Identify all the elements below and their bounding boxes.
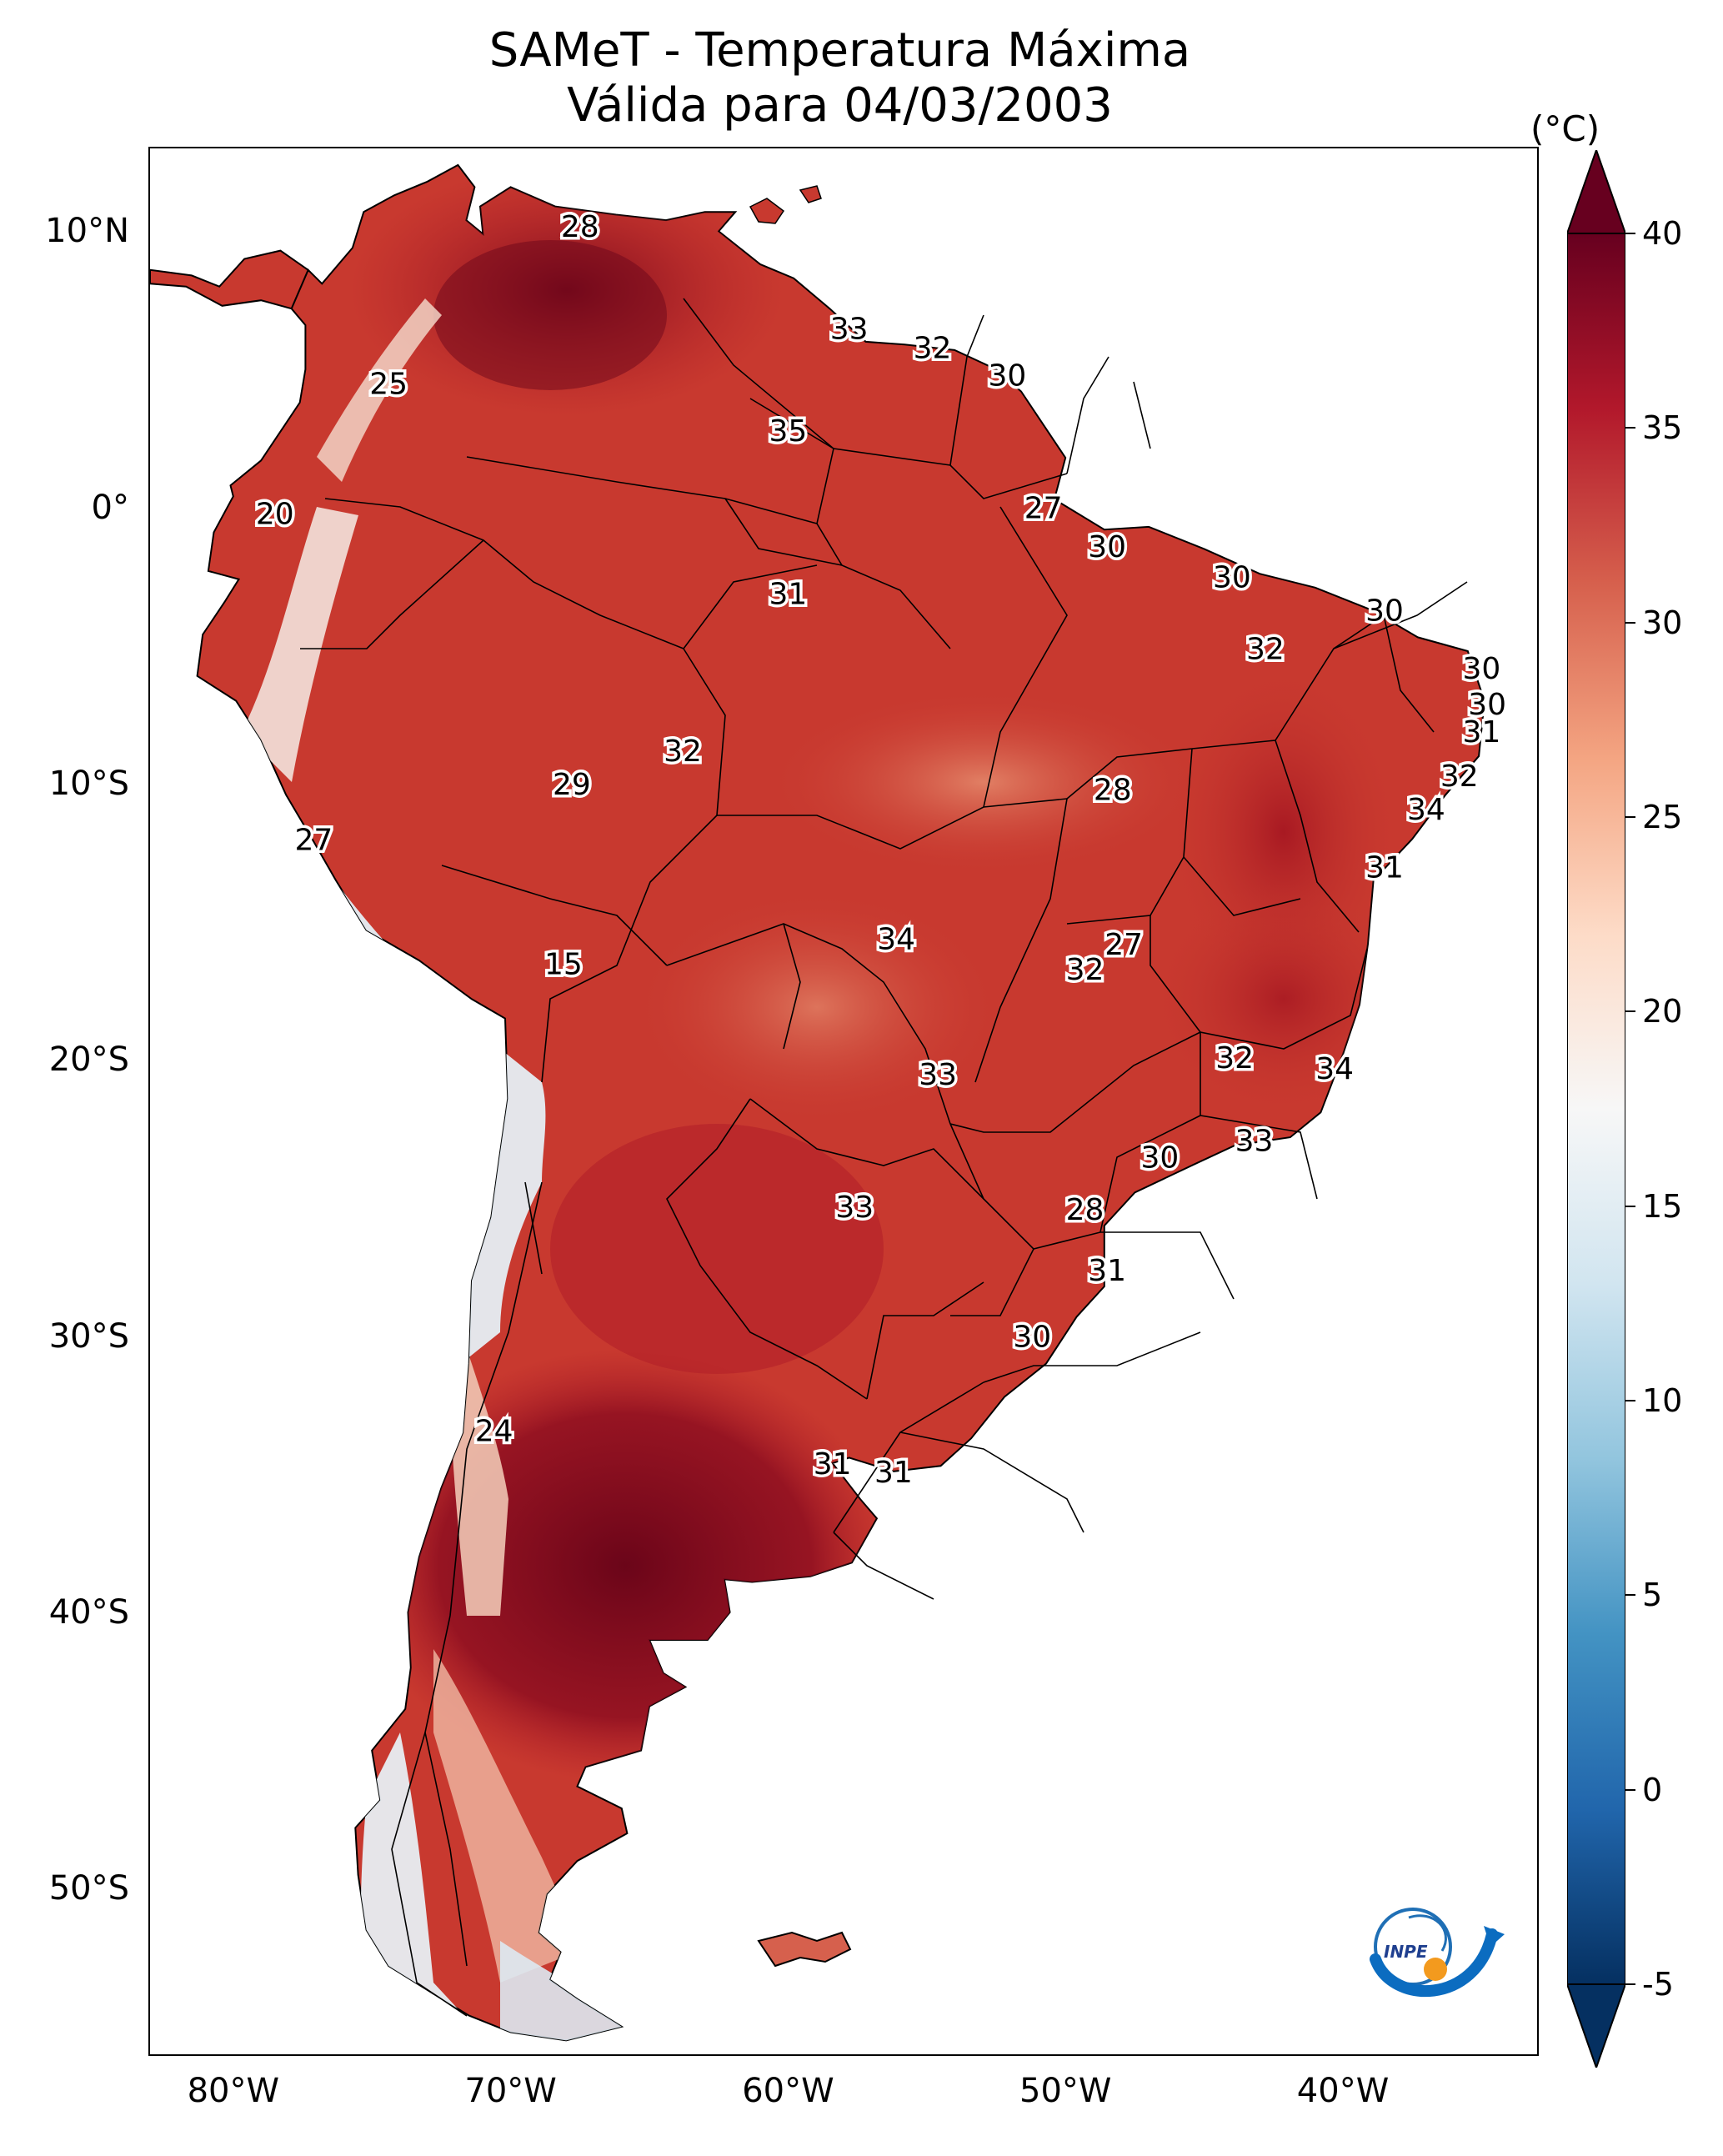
city-value-label: 33 xyxy=(1235,1124,1274,1158)
title-line-2: Válida para 04/03/2003 xyxy=(567,78,1113,133)
longitude-tick-label: 60°W xyxy=(742,2072,834,2110)
city-value-label: 30 xyxy=(1213,561,1251,595)
latitude-tick-label: 10°N xyxy=(45,212,129,251)
latitude-tick-label: 40°S xyxy=(48,1592,129,1632)
colorbar-tick-mark xyxy=(1625,1983,1635,1985)
colorbar-tick-label: 25 xyxy=(1642,799,1683,835)
latitude-tick-label: 50°S xyxy=(48,1869,129,1908)
latitude-tick-label: 10°S xyxy=(48,765,129,803)
city-value-label: 28 xyxy=(561,210,599,244)
city-value-label: 32 xyxy=(1066,953,1104,987)
colorbar-tick-label: 15 xyxy=(1642,1187,1683,1225)
city-value-label: 20 xyxy=(256,497,294,531)
colorbar-tick-label: -5 xyxy=(1642,1966,1674,2003)
city-value-label: 29 xyxy=(553,768,591,802)
longitude-tick-label: 50°W xyxy=(1019,2072,1112,2110)
colorbar-tick-mark xyxy=(1625,621,1635,624)
colorbar xyxy=(1567,150,1625,2068)
city-value-label: 32 xyxy=(664,735,702,769)
city-value-label: 31 xyxy=(1088,1254,1126,1288)
city-value-label: 35 xyxy=(769,414,807,449)
city-value-label: 31 xyxy=(1365,850,1404,885)
latitude-tick-label: 30°S xyxy=(48,1316,129,1356)
latitude-tick-label: 20°S xyxy=(48,1040,129,1080)
colorbar-tick-label: 5 xyxy=(1642,1577,1663,1614)
city-value-label: 32 xyxy=(914,332,952,366)
chart-title: SAMeT - Temperatura Máxima Válida para 0… xyxy=(0,23,1680,133)
city-value-label: 27 xyxy=(1104,928,1143,962)
city-value-label: 27 xyxy=(1024,492,1063,526)
city-value-label: 31 xyxy=(1462,715,1500,750)
city-value-label: 33 xyxy=(919,1058,957,1092)
city-value-label: 33 xyxy=(830,312,869,346)
latitude-tick-label: 0° xyxy=(91,488,129,527)
falkland-islands xyxy=(757,1931,852,1968)
colorbar-tick-mark xyxy=(1625,1010,1635,1013)
city-value-label: 30 xyxy=(1013,1321,1051,1355)
temperature-field xyxy=(242,165,1417,2041)
city-value-label: 34 xyxy=(877,923,915,957)
caribbean-islands xyxy=(749,185,822,224)
city-value-label: 15 xyxy=(544,947,583,981)
longitude-tick-label: 40°W xyxy=(1296,2072,1390,2110)
city-value-label: 34 xyxy=(1407,793,1445,827)
colorbar-unit: (°C) xyxy=(1530,108,1600,149)
city-value-label: 31 xyxy=(874,1456,913,1490)
colorbar-tick-mark xyxy=(1625,1400,1635,1401)
colorbar-tick-mark xyxy=(1625,1788,1635,1791)
colorbar-tick-label: 30 xyxy=(1642,604,1683,641)
city-value-label: 27 xyxy=(294,823,333,857)
map-frame[interactable]: 28 33 32 30 25 35 27 20 30 30 31 30 32 30 30 31 32 32 29 28… xyxy=(148,147,1539,2056)
inpe-logo: INPE xyxy=(1370,1908,1505,1998)
colorbar-tick-label: 20 xyxy=(1642,993,1683,1030)
city-value-label: 34 xyxy=(1315,1052,1354,1086)
city-value-label: 32 xyxy=(1215,1041,1254,1075)
city-value-label: 32 xyxy=(1246,633,1285,667)
city-value-label: 30 xyxy=(988,359,1026,394)
colorbar-tick-mark xyxy=(1625,1205,1635,1207)
colorbar-tick-label: 0 xyxy=(1642,1771,1663,1808)
city-value-label: 25 xyxy=(369,368,408,402)
city-value-label: 33 xyxy=(835,1191,874,1225)
city-value-label: 30 xyxy=(1462,652,1500,686)
city-value-label: 30 xyxy=(1468,688,1506,722)
colorbar-tick-label: 40 xyxy=(1642,215,1683,252)
colorbar-tick-label: 10 xyxy=(1642,1382,1683,1419)
colorbar-tick-mark xyxy=(1625,427,1635,429)
colorbar-tick-mark xyxy=(1625,233,1635,234)
city-value-label: 32 xyxy=(1440,760,1479,794)
city-value-label: 24 xyxy=(475,1414,513,1448)
colorbar-tick-mark xyxy=(1625,1594,1635,1597)
longitude-tick-label: 70°W xyxy=(464,2072,557,2110)
city-value-label: 31 xyxy=(814,1447,852,1482)
city-value-label: 31 xyxy=(769,577,807,611)
city-value-label: 30 xyxy=(1140,1141,1179,1175)
country-state-borders xyxy=(300,298,1468,2017)
svg-text:INPE: INPE xyxy=(1384,1942,1428,1962)
city-value-label: 30 xyxy=(1365,594,1404,628)
colorbar-tick-mark xyxy=(1625,816,1635,818)
longitude-tick-label: 80°W xyxy=(187,2072,280,2110)
city-value-label: 30 xyxy=(1088,530,1126,564)
city-value-label: 28 xyxy=(1066,1193,1104,1227)
colorbar-tick-label: 35 xyxy=(1642,409,1683,447)
city-value-label: 28 xyxy=(1094,774,1132,808)
title-line-1: SAMeT - Temperatura Máxima xyxy=(488,23,1191,78)
